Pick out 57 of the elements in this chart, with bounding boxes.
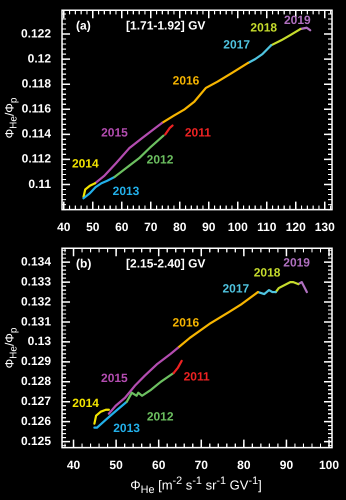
x-tick-label: 100: [319, 458, 340, 472]
x-tick-label: 40: [57, 220, 71, 234]
y-tick-label: 0.12: [28, 51, 52, 66]
series-label: 2017: [223, 37, 250, 52]
x-tick-label: 70: [144, 220, 158, 234]
y-tick-label: 0.125: [21, 434, 52, 448]
x-tick-label: 90: [280, 458, 294, 472]
series-label: 2018: [254, 265, 281, 280]
series-label: 2015: [101, 125, 128, 140]
x-tick-label: 80: [173, 220, 187, 234]
text: (b): [76, 256, 92, 271]
y-tick-label: 0.118: [22, 76, 52, 91]
y-tick-label: 0.114: [22, 126, 52, 141]
y-tick-label: 0.126: [21, 414, 52, 428]
x-tick-label: 100: [228, 220, 248, 234]
x-tick-label: 50: [109, 458, 124, 472]
y-tick-label: 0.133: [21, 274, 52, 288]
series-label: 2016: [172, 73, 200, 88]
y-tick-label: 0.116: [22, 102, 52, 116]
series-label: 2012: [146, 410, 174, 424]
series-label: 2017: [222, 281, 250, 296]
y-tick-label: 0.11: [28, 176, 52, 191]
y-tick-label: 0.134: [21, 254, 52, 268]
x-tick-label: 70: [194, 458, 208, 472]
y-tick-label: 0.13: [28, 334, 52, 348]
x-tick-label: 130: [314, 220, 336, 234]
x-tick-label: 60: [152, 458, 166, 472]
series-label: 2019: [283, 255, 310, 270]
series-label: 2012: [146, 152, 174, 167]
x-tick-label: 60: [115, 220, 129, 234]
x-tick-label: 40: [66, 458, 81, 472]
series-label: 2011: [184, 125, 212, 140]
series-label: 2013: [112, 184, 140, 198]
x-tick-label: 80: [237, 458, 251, 472]
series-label: 2014: [72, 156, 99, 170]
series-label: 2011: [184, 369, 210, 384]
y-tick-label: 0.129: [21, 354, 52, 368]
x-tick-label: 110: [257, 220, 277, 234]
y-tick-label: 0.132: [21, 294, 52, 308]
series-label: 2013: [113, 421, 140, 436]
y-tick-label: 0.122: [21, 26, 52, 40]
series-label: 2016: [172, 315, 200, 330]
series-label: 2018: [250, 20, 278, 34]
series-label: 2014: [72, 396, 100, 410]
y-tick-label: 0.127: [21, 394, 52, 408]
series-label: 2019: [284, 12, 311, 27]
y-tick-label: 0.112: [22, 152, 52, 166]
x-tick-label: 90: [202, 220, 216, 234]
series-label: 2015: [101, 371, 128, 386]
y-tick-label: 0.131: [21, 314, 52, 328]
text: Φ$_{He}$ [m$^{-2}$ s$^{-1}$ sr$^{-1}$ GV$^{-1}$]: [130, 475, 262, 496]
y-tick-label: 0.128: [21, 374, 52, 388]
text: [2.15-2.40] GV: [126, 256, 206, 271]
x-tick-label: 50: [86, 220, 100, 234]
text: [1.71-1.92] GV: [126, 18, 206, 33]
x-tick-label: 120: [286, 220, 306, 234]
text: (a): [76, 18, 91, 33]
